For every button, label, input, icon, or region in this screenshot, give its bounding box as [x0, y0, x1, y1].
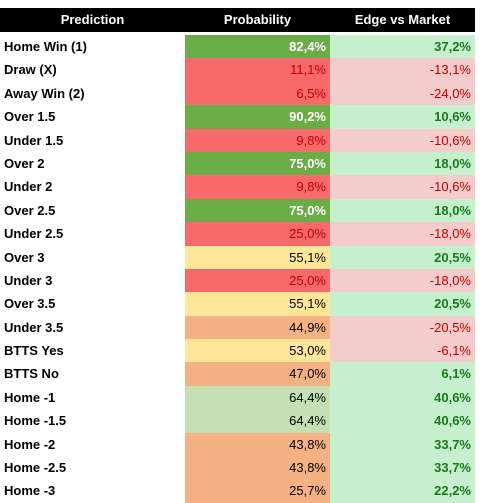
prediction-cell: Under 3 [4, 272, 53, 288]
edge-cell: 40,6% [330, 385, 475, 410]
prediction-cell: Over 2.5 [4, 202, 56, 218]
edge-cell: 6,1% [330, 362, 475, 386]
prediction-cell: BTTS Yes [4, 343, 64, 359]
edge-cell: 33,7% [330, 432, 475, 457]
probability-cell: 55,1% [185, 245, 330, 269]
table-row: Over 3.5 55,1% 20,5% [0, 292, 475, 316]
table-row: Over 2.5 75,0% 18,0% [0, 198, 475, 223]
prediction-cell: Under 3.5 [4, 319, 64, 335]
table-row: Away Win (2) 6,5% -24,0% [0, 81, 475, 106]
edge-cell: 33,7% [330, 456, 475, 480]
probability-cell: 25,0% [185, 222, 330, 246]
edge-cell: -18,0% [330, 222, 475, 246]
edge-cell: -10,6% [330, 175, 475, 199]
edge-cell: -24,0% [330, 81, 475, 106]
probability-cell: 90,2% [185, 105, 330, 129]
prediction-cell: Under 2 [4, 179, 53, 195]
table-row: Home -1.5 64,4% 40,6% [0, 409, 475, 433]
table-row: BTTS Yes 53,0% -6,1% [0, 339, 475, 363]
prediction-cell: Over 3.5 [4, 296, 56, 312]
edge-cell: 40,6% [330, 409, 475, 433]
header-cell: Prediction [60, 12, 125, 27]
edge-cell: 20,5% [330, 292, 475, 316]
probability-cell: 55,1% [185, 292, 330, 316]
table-row: Home -2.5 43,8% 33,7% [0, 456, 475, 480]
probability-cell: 9,8% [185, 128, 330, 152]
probability-cell: 44,9% [185, 315, 330, 340]
odds-table: Prediction Probability Edge vs Market Ho… [0, 8, 475, 503]
prediction-cell: Over 2 [4, 155, 45, 171]
table-row: Over 2 75,0% 18,0% [0, 151, 475, 176]
table-row: Home Win (1) 82,4% 37,2% [0, 35, 475, 59]
table-row: Home -2 43,8% 33,7% [0, 432, 475, 457]
table-row: Under 2.5 25,0% -18,0% [0, 222, 475, 246]
probability-cell: 6,5% [185, 81, 330, 106]
prediction-cell: Home -1.5 [4, 413, 67, 429]
edge-cell: 18,0% [330, 198, 475, 223]
probability-cell: 9,8% [185, 175, 330, 199]
probability-cell: 47,0% [185, 362, 330, 386]
edge-cell: 37,2% [330, 35, 475, 59]
probability-cell: 75,0% [185, 151, 330, 176]
probability-cell: 11,1% [185, 58, 330, 82]
probability-cell: 64,4% [185, 385, 330, 410]
table-row: Over 1.5 90,2% 10,6% [0, 105, 475, 129]
prediction-cell: Home -2 [4, 436, 56, 452]
edge-cell: -10,6% [330, 128, 475, 152]
prediction-cell: Under 1.5 [4, 132, 64, 148]
prediction-cell: BTTS No [4, 366, 59, 382]
table-row: Under 1.5 9,8% -10,6% [0, 128, 475, 152]
probability-cell: 53,0% [185, 339, 330, 363]
prediction-cell: Home -2.5 [4, 460, 67, 476]
edge-cell: 22,2% [330, 479, 475, 503]
probability-cell: 75,0% [185, 198, 330, 223]
header-row: Prediction Probability Edge vs Market [0, 8, 475, 32]
table-row: Under 3.5 44,9% -20,5% [0, 315, 475, 340]
probability-cell: 25,7% [185, 479, 330, 503]
table-row: Draw (X) 11,1% -13,1% [0, 58, 475, 82]
probability-cell: 43,8% [185, 456, 330, 480]
table-row: Over 3 55,1% 20,5% [0, 245, 475, 269]
table-row: Under 2 9,8% -10,6% [0, 175, 475, 199]
prediction-cell: Home Win (1) [4, 39, 87, 54]
table-row: BTTS No 47,0% 6,1% [0, 362, 475, 386]
edge-cell: -13,1% [330, 58, 475, 82]
header-cell: Edge vs Market [354, 12, 451, 27]
probability-cell: 64,4% [185, 409, 330, 433]
edge-cell: 20,5% [330, 245, 475, 269]
edge-cell: 10,6% [330, 105, 475, 129]
edge-cell: -6,1% [330, 339, 475, 363]
table-row: Home -1 64,4% 40,6% [0, 385, 475, 410]
prediction-cell: Over 3 [4, 249, 45, 265]
prediction-cell: Home -3 [4, 483, 56, 499]
prediction-cell: Under 2.5 [4, 226, 64, 242]
header-cell: Probability [223, 12, 292, 27]
prediction-cell: Home -1 [4, 389, 56, 405]
edge-cell: 18,0% [330, 151, 475, 176]
probability-cell: 82,4% [185, 35, 330, 59]
prediction-cell: Draw (X) [4, 62, 57, 78]
probability-cell: 43,8% [185, 432, 330, 457]
probability-cell: 25,0% [185, 268, 330, 293]
table-row: Under 3 25,0% -18,0% [0, 268, 475, 293]
edge-cell: -18,0% [330, 268, 475, 293]
edge-cell: -20,5% [330, 315, 475, 340]
table-row: Home -3 25,7% 22,2% [0, 479, 475, 503]
prediction-cell: Over 1.5 [4, 109, 56, 125]
prediction-cell: Away Win (2) [4, 85, 85, 101]
